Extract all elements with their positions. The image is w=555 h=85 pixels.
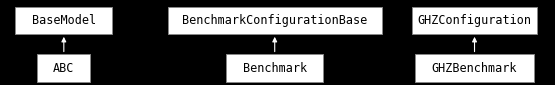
- FancyBboxPatch shape: [226, 54, 323, 82]
- Text: GHZConfiguration: GHZConfiguration: [417, 14, 532, 27]
- Text: GHZBenchmark: GHZBenchmark: [432, 62, 517, 74]
- FancyBboxPatch shape: [16, 7, 112, 34]
- Text: Benchmark: Benchmark: [243, 62, 307, 74]
- FancyBboxPatch shape: [412, 7, 537, 34]
- Text: BenchmarkConfigurationBase: BenchmarkConfigurationBase: [182, 14, 367, 27]
- FancyBboxPatch shape: [168, 7, 382, 34]
- FancyBboxPatch shape: [38, 54, 90, 82]
- FancyBboxPatch shape: [415, 54, 534, 82]
- Text: BaseModel: BaseModel: [32, 14, 96, 27]
- Text: ABC: ABC: [53, 62, 74, 74]
